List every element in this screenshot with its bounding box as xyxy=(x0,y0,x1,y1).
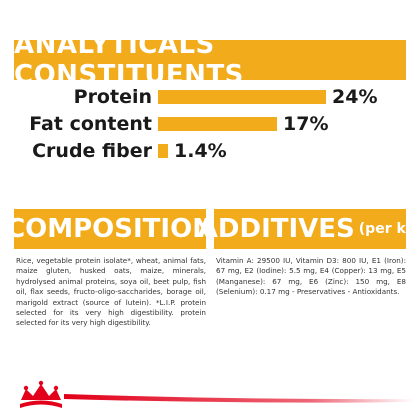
constituent-label: Protein xyxy=(73,86,152,108)
constituent-value: 1.4% xyxy=(174,140,227,162)
constituent-value: 17% xyxy=(283,113,329,135)
composition-banner: COMPOSITION xyxy=(6,209,214,249)
constituent-row-fiber: Crude fiber 1.4% xyxy=(0,139,420,163)
composition-title: COMPOSITION xyxy=(6,214,214,244)
additives-title: ADDITIVES xyxy=(197,214,355,244)
brand-stripe xyxy=(64,394,414,403)
composition-text: Rice, vegetable protein isolate*, wheat,… xyxy=(16,256,206,328)
constituent-bar xyxy=(158,144,168,158)
constituent-row-protein: Protein 24% xyxy=(0,85,420,109)
additives-subtitle: (per kg) xyxy=(358,221,420,237)
constituent-row-fat: Fat content 17% xyxy=(0,112,420,136)
constituent-label: Fat content xyxy=(29,113,152,135)
additives-text: Vitamin A: 29500 IU, Vitamin D3: 800 IU,… xyxy=(216,256,406,297)
constituent-bar xyxy=(158,117,277,131)
analytical-constituents-title: ANALYTICALS CONSTITUENTS xyxy=(14,30,244,90)
royal-canin-crown-icon xyxy=(20,380,62,408)
analytical-constituents-banner: ANALYTICALS CONSTITUENTS xyxy=(14,30,406,90)
constituent-value: 24% xyxy=(332,86,378,108)
additives-banner: ADDITIVES (per kg) xyxy=(198,209,420,249)
constituent-label: Crude fiber xyxy=(32,140,152,162)
constituent-bar xyxy=(158,90,326,104)
